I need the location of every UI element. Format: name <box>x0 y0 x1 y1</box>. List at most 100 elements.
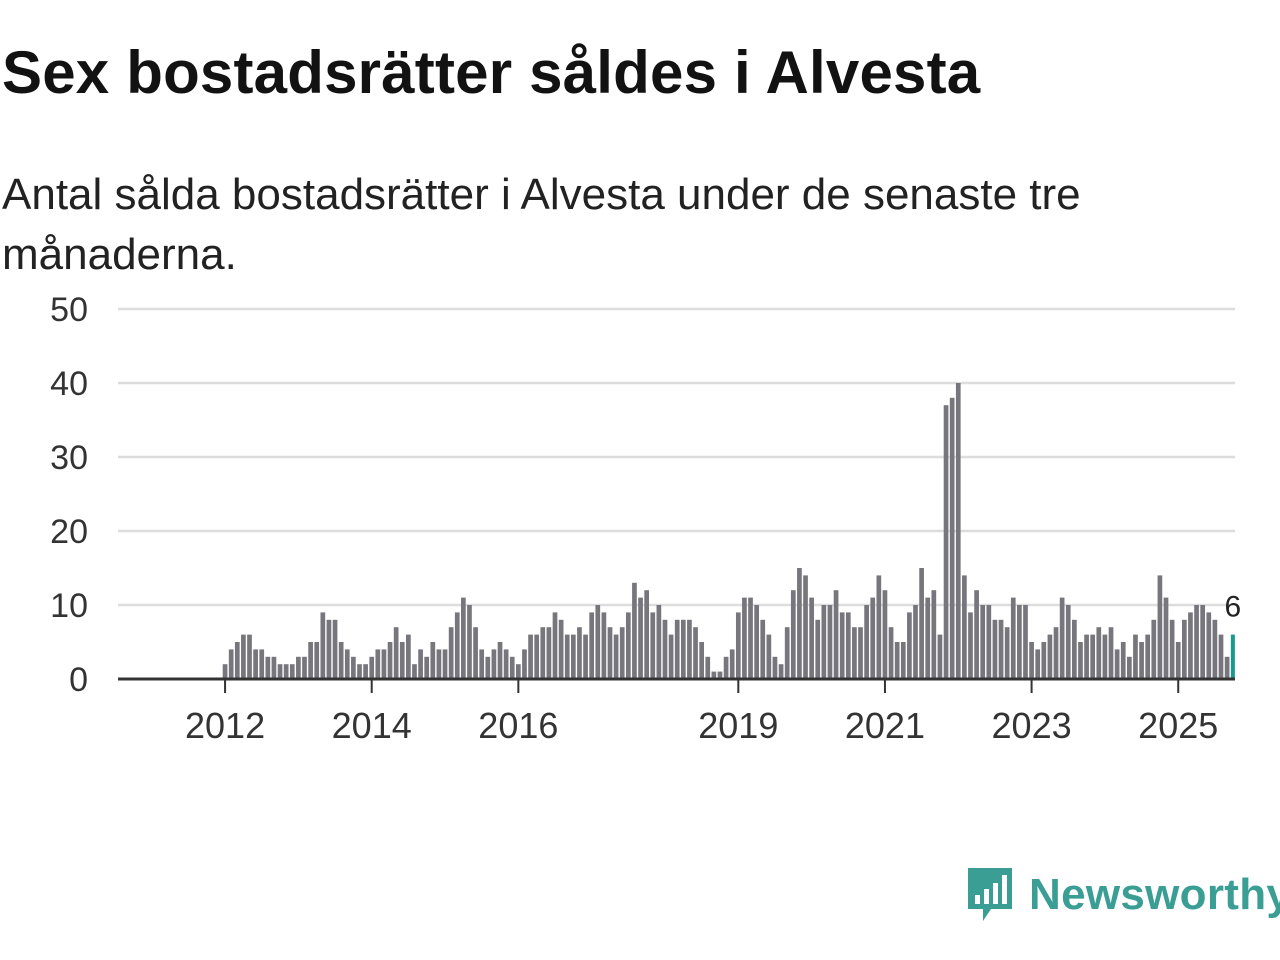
highlight-bar <box>1230 634 1235 679</box>
bar <box>601 612 607 679</box>
x-axis: 2012 2014 2016 2019 2021 2023 2025 <box>185 679 1218 746</box>
bar <box>907 612 912 679</box>
bar <box>522 649 527 679</box>
bar <box>870 597 876 679</box>
bar <box>662 619 668 679</box>
bar <box>815 619 821 679</box>
bar <box>253 649 258 679</box>
bar <box>839 612 845 679</box>
bar <box>955 383 961 679</box>
bar <box>1224 656 1230 679</box>
bar <box>607 627 613 679</box>
bar <box>974 590 979 679</box>
bar <box>1047 634 1053 679</box>
bar <box>803 575 808 679</box>
bar <box>540 627 546 679</box>
bar <box>913 605 918 679</box>
bar <box>937 634 943 679</box>
bar <box>980 605 986 679</box>
bar <box>729 649 735 679</box>
bar <box>680 619 686 679</box>
bar <box>931 590 937 679</box>
bar <box>717 671 723 679</box>
bar <box>1010 597 1016 679</box>
y-axis: 0 10 20 30 40 50 <box>50 291 88 699</box>
y-tick-label: 0 <box>69 661 88 699</box>
bar <box>668 634 674 679</box>
bar <box>699 642 704 679</box>
bar <box>564 634 570 679</box>
bar <box>1035 649 1041 679</box>
bar <box>687 619 692 679</box>
bar <box>784 627 790 679</box>
bar <box>503 649 509 679</box>
bar <box>516 664 521 679</box>
bar <box>1059 597 1065 679</box>
bar <box>748 597 753 679</box>
bar <box>711 671 717 679</box>
bar <box>369 656 375 679</box>
x-tick-label: 2014 <box>332 705 412 746</box>
bar <box>1017 605 1022 679</box>
bar <box>381 649 387 679</box>
bar <box>1127 656 1132 679</box>
bar <box>925 597 931 679</box>
bar <box>674 619 680 679</box>
bar <box>858 627 863 679</box>
bar <box>479 649 485 679</box>
bar <box>821 605 827 679</box>
bar <box>772 656 778 679</box>
bar <box>613 634 619 679</box>
bar <box>283 664 289 679</box>
bar <box>430 642 436 679</box>
bar <box>461 597 466 679</box>
bar <box>558 619 564 679</box>
bar <box>326 619 332 679</box>
bar <box>1151 619 1157 679</box>
bar <box>1139 642 1144 679</box>
bar <box>399 642 405 679</box>
bar <box>1163 597 1169 679</box>
bar <box>992 619 998 679</box>
bar <box>1206 612 1212 679</box>
bar <box>473 627 478 679</box>
bar <box>296 656 301 679</box>
bar <box>1072 619 1077 679</box>
bars <box>222 383 1235 679</box>
bar <box>827 605 833 679</box>
bar <box>577 627 582 679</box>
bar <box>998 619 1004 679</box>
bar <box>1212 619 1218 679</box>
bar <box>742 597 747 679</box>
bar <box>375 649 381 679</box>
bar <box>528 634 533 679</box>
bar <box>454 612 460 679</box>
y-tick-label: 50 <box>50 291 88 329</box>
bar <box>412 664 417 679</box>
bar <box>234 642 240 679</box>
x-tick-label: 2016 <box>478 705 558 746</box>
bar <box>766 634 772 679</box>
bar <box>1096 627 1102 679</box>
bar <box>656 605 662 679</box>
bar <box>900 642 906 679</box>
bar <box>320 612 326 679</box>
bar <box>222 664 228 679</box>
bar <box>314 642 320 679</box>
chart-title: Sex bostadsrätter såldes i Alvesta <box>2 39 981 106</box>
bar <box>1041 642 1047 679</box>
bar <box>1169 619 1175 679</box>
bar <box>552 612 558 679</box>
bar <box>1181 619 1187 679</box>
bar <box>735 612 741 679</box>
bar <box>625 612 631 679</box>
bar <box>705 656 711 679</box>
bar <box>644 590 650 679</box>
bar <box>338 642 344 679</box>
bar <box>632 582 637 679</box>
bar <box>1120 642 1126 679</box>
bar <box>265 656 271 679</box>
bar <box>583 634 588 679</box>
bar <box>919 568 924 679</box>
bar <box>1004 627 1010 679</box>
